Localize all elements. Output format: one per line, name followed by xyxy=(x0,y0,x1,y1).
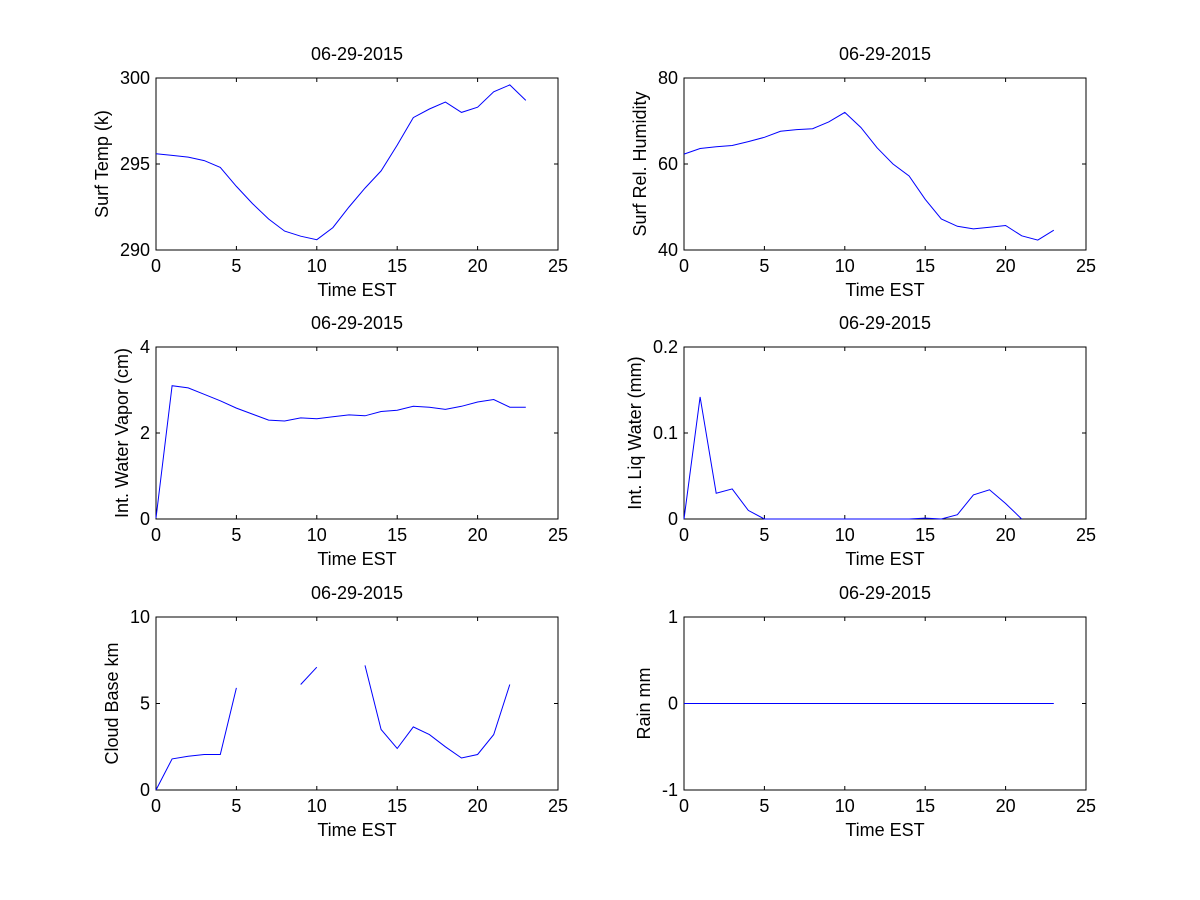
x-tick-label: 20 xyxy=(468,256,488,276)
x-tick-label: 25 xyxy=(548,796,568,816)
data-line xyxy=(683,396,1023,520)
x-tick-label: 20 xyxy=(996,525,1016,545)
plot-area xyxy=(683,77,1087,251)
x-axis-label: Time EST xyxy=(845,549,924,569)
x-axis-label: Time EST xyxy=(317,820,396,840)
y-tick-label: -1 xyxy=(662,780,678,800)
x-tick-label: 10 xyxy=(307,796,327,816)
x-axis-label: Time EST xyxy=(845,820,924,840)
y-axis-label: Surf Temp (k) xyxy=(92,110,112,218)
data-line xyxy=(155,687,237,791)
y-tick-label: 0 xyxy=(668,509,678,529)
plot-area xyxy=(155,616,559,791)
subplot-2: 0 5 10 15 20 25 40 60 80 06-29-2015 Time EST Surf R… xyxy=(630,44,1096,300)
x-tick-label: 25 xyxy=(548,525,568,545)
y-tick-label: 2 xyxy=(140,423,150,443)
subplot-title: 06-29-2015 xyxy=(839,583,931,603)
plot-area xyxy=(155,77,559,251)
y-tick-label: 0.2 xyxy=(653,337,678,357)
y-tick-label: 0 xyxy=(140,509,150,529)
subplot-3: 0 5 10 15 20 25 0 2 4 06-29-2015 Time EST Int. Wate… xyxy=(112,313,568,569)
x-tick-label: 20 xyxy=(996,796,1016,816)
y-tick-label: 80 xyxy=(658,68,678,88)
x-tick-label: 25 xyxy=(1076,525,1096,545)
x-tick-label: 10 xyxy=(835,256,855,276)
subplot-title: 06-29-2015 xyxy=(311,313,403,333)
x-tick-label: 5 xyxy=(759,256,769,276)
plot-area xyxy=(155,346,559,520)
x-tick-label: 15 xyxy=(915,796,935,816)
x-tick-label: 5 xyxy=(759,796,769,816)
subplot-1: 0 5 10 15 20 25 290 295 300 06-29-2015 Time EST Sur… xyxy=(92,44,568,300)
data-line xyxy=(155,385,526,519)
x-tick-label: 5 xyxy=(231,525,241,545)
y-axis-label: Int. Liq Water (mm) xyxy=(625,356,645,509)
data-line xyxy=(300,666,318,685)
plot-area xyxy=(683,346,1087,520)
x-tick-label: 15 xyxy=(387,796,407,816)
x-tick-label: 20 xyxy=(996,256,1016,276)
x-tick-label: 10 xyxy=(835,525,855,545)
x-axis-label: Time EST xyxy=(317,549,396,569)
y-tick-label: 0 xyxy=(140,780,150,800)
data-line xyxy=(683,111,1055,241)
y-axis-label: Rain mm xyxy=(634,667,654,739)
subplot-5: 0 5 10 15 20 25 0 5 10 06-29-2015 Time EST Cloud Ba… xyxy=(102,583,568,840)
y-axis-label: Cloud Base km xyxy=(102,642,122,764)
y-tick-label: 300 xyxy=(120,68,150,88)
subplot-title: 06-29-2015 xyxy=(311,44,403,64)
y-tick-label: 0 xyxy=(668,694,678,714)
x-tick-label: 20 xyxy=(468,525,488,545)
x-tick-label: 0 xyxy=(679,525,689,545)
y-axis-label: Surf Rel. Humidity xyxy=(630,91,650,236)
data-line xyxy=(155,84,527,241)
x-tick-label: 5 xyxy=(231,256,241,276)
x-tick-label: 0 xyxy=(679,256,689,276)
y-axis-label: Int. Water Vapor (cm) xyxy=(112,348,132,518)
x-tick-label: 25 xyxy=(548,256,568,276)
x-tick-label: 0 xyxy=(151,256,161,276)
subplot-4: 0 5 10 15 20 25 0 0.1 0.2 06-29-2015 Time EST Int. … xyxy=(625,313,1096,569)
subplot-title: 06-29-2015 xyxy=(839,313,931,333)
y-tick-label: 0.1 xyxy=(653,423,678,443)
x-axis-label: Time EST xyxy=(317,280,396,300)
x-tick-label: 15 xyxy=(915,256,935,276)
data-line xyxy=(364,665,511,759)
x-tick-label: 5 xyxy=(231,796,241,816)
y-tick-label: 5 xyxy=(140,694,150,714)
x-tick-label: 0 xyxy=(151,525,161,545)
subplot-title: 06-29-2015 xyxy=(311,583,403,603)
x-tick-label: 10 xyxy=(307,525,327,545)
x-tick-label: 20 xyxy=(468,796,488,816)
y-tick-label: 295 xyxy=(120,154,150,174)
x-tick-label: 15 xyxy=(387,525,407,545)
x-tick-label: 0 xyxy=(151,796,161,816)
x-tick-label: 25 xyxy=(1076,256,1096,276)
x-axis-label: Time EST xyxy=(845,280,924,300)
subplot-title: 06-29-2015 xyxy=(839,44,931,64)
x-tick-label: 10 xyxy=(307,256,327,276)
x-tick-label: 25 xyxy=(1076,796,1096,816)
y-tick-label: 40 xyxy=(658,240,678,260)
x-tick-label: 10 xyxy=(835,796,855,816)
y-tick-label: 1 xyxy=(668,607,678,627)
y-tick-label: 4 xyxy=(140,337,150,357)
x-tick-label: 15 xyxy=(915,525,935,545)
y-tick-label: 10 xyxy=(130,607,150,627)
x-tick-label: 15 xyxy=(387,256,407,276)
x-tick-label: 0 xyxy=(679,796,689,816)
x-tick-label: 5 xyxy=(759,525,769,545)
y-tick-label: 60 xyxy=(658,154,678,174)
y-tick-label: 290 xyxy=(120,240,150,260)
